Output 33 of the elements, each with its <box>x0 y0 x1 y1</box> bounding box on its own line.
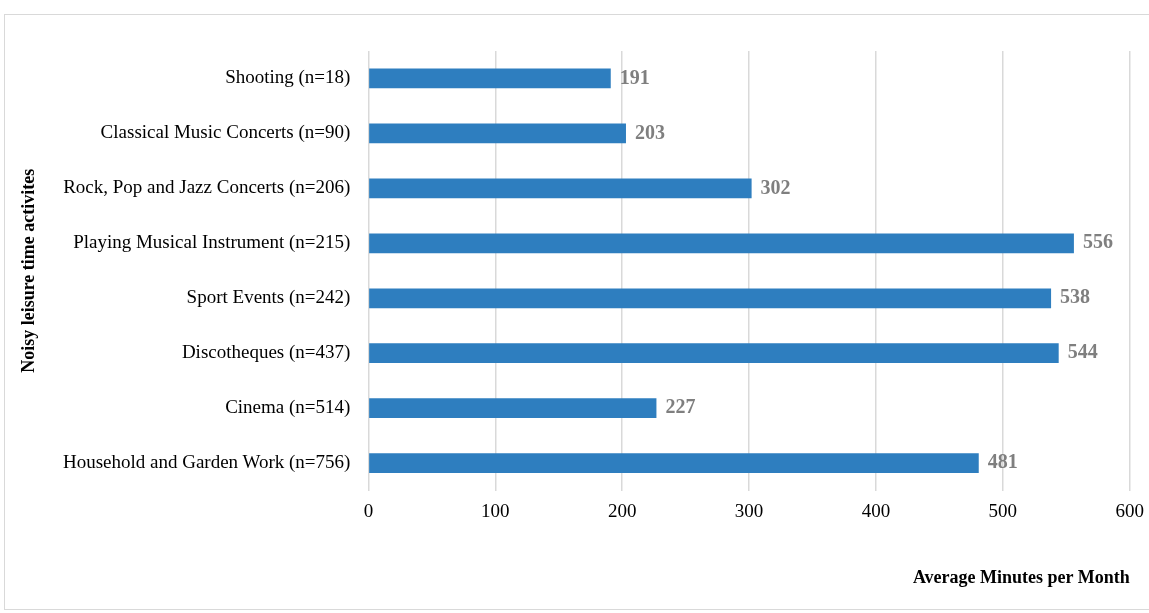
data-label: 191 <box>619 65 650 88</box>
data-label: 481 <box>987 450 1018 473</box>
data-label: 302 <box>760 175 791 198</box>
x-tick-label: 600 <box>1115 499 1144 521</box>
bar <box>369 178 752 199</box>
x-tick-label: 100 <box>481 499 510 521</box>
x-tick-label: 200 <box>607 499 637 521</box>
bar <box>369 343 1059 364</box>
y-tick-label: Playing Musical Instrument (n=215) <box>73 231 351 254</box>
bar <box>369 453 979 474</box>
data-label: 203 <box>634 120 665 143</box>
bar <box>369 123 626 144</box>
bar <box>369 68 611 89</box>
x-tick-label: 300 <box>734 499 764 521</box>
bar <box>369 288 1052 309</box>
y-tick-label: Household and Garden Work (n=756) <box>62 451 351 474</box>
data-label: 227 <box>665 395 696 418</box>
data-label: 538 <box>1060 285 1091 308</box>
x-tick-label: 0 <box>363 499 374 521</box>
y-tick-label: Sport Events (n=242) <box>186 286 351 309</box>
x-tick-label: 400 <box>861 499 891 521</box>
y-tick-label: Rock, Pop and Jazz Concerts (n=206) <box>63 176 351 199</box>
y-tick-label: Discotheques (n=437) <box>181 341 351 364</box>
data-label: 544 <box>1067 340 1098 363</box>
y-axis-title: Noisy leisure time activites <box>18 168 39 373</box>
y-tick-label: Cinema (n=514) <box>225 396 351 419</box>
data-label: 556 <box>1082 230 1113 253</box>
bar <box>369 233 1074 254</box>
bar <box>369 398 657 419</box>
x-tick-label: 500 <box>988 499 1018 521</box>
y-tick-label: Classical Music Concerts (n=90) <box>100 121 351 144</box>
y-tick-label: Shooting (n=18) <box>225 66 351 89</box>
x-axis-title: Average Minutes per Month <box>912 566 1130 587</box>
